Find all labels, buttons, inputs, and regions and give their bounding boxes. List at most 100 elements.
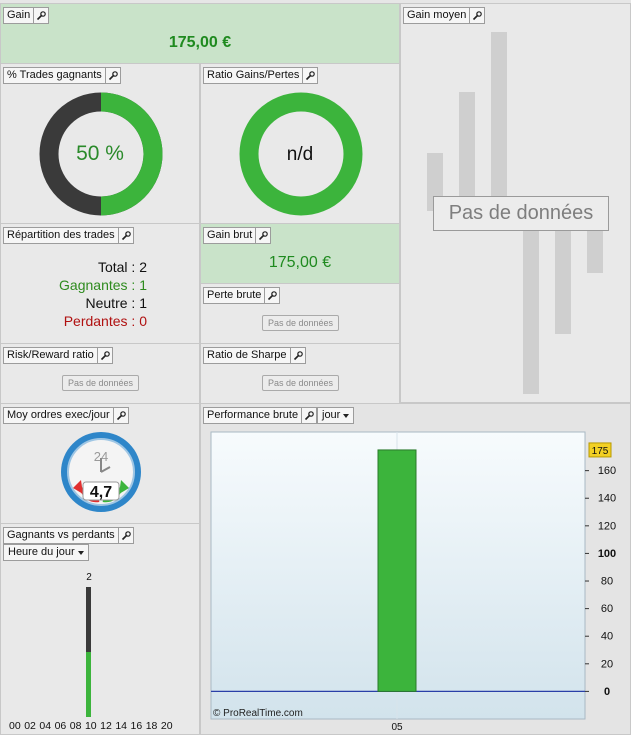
perdants-neutre-bar [86, 587, 91, 652]
perte-brute-nodata: Pas de données [262, 315, 340, 331]
ratio-value: n/d [286, 144, 314, 165]
y-tick-label: 40 [601, 631, 613, 643]
gagnants-vs-panel: Gagnants vs perdants Heure du jour 2 00 … [0, 523, 200, 735]
gain-title: Gain [3, 7, 50, 24]
clock-label: 24 [94, 449, 108, 464]
wrench-icon[interactable] [117, 228, 133, 243]
wrench-icon[interactable] [104, 68, 120, 83]
gain-moyen-title-label: Gain moyen [407, 9, 467, 21]
trades-gagnants-donut [39, 92, 163, 216]
y-tick-label: 100 [598, 548, 616, 560]
wrench-icon[interactable] [112, 408, 128, 423]
risk-reward-nodata: Pas de données [62, 375, 140, 391]
gagnants-vs-title: Gagnants vs perdants [3, 527, 134, 544]
perf-chart: 0 20 40 60 80 100 120 140 160 175 05 © ProRealTim… [210, 431, 616, 733]
y-tick-label: 60 [601, 603, 613, 615]
gain-moyen-placeholder-bars [427, 32, 603, 394]
gagnants-vs-bar-label: 2 [86, 572, 92, 583]
repartition-line-neutre: Neutre : 1 [85, 295, 148, 311]
hour-label: 20 [160, 720, 173, 732]
perte-brute-title: Perte brute [203, 287, 281, 304]
x-tick-label: 05 [391, 722, 403, 733]
repartition-neutre-label: Neutre [85, 295, 128, 311]
y-tick-label: 160 [598, 465, 616, 477]
sharpe-title: Ratio de Sharpe [203, 347, 306, 364]
moy-ordres-title-label: Moy ordres exec/jour [7, 409, 110, 421]
last-value-badge [588, 442, 612, 458]
win-arc [100, 92, 163, 216]
sharpe-panel: Ratio de Sharpe Pas de données [200, 343, 400, 404]
risk-reward-panel: Risk/Reward ratio Pas de données [0, 343, 200, 404]
hour-label: 16 [130, 720, 143, 732]
risk-reward-title-label: Risk/Reward ratio [7, 349, 94, 361]
last-value-label: 175 [592, 446, 609, 457]
repartition-title: Répartition des trades [3, 227, 134, 244]
y-tick-label: 120 [598, 520, 616, 532]
perte-brute-panel: Perte brute Pas de données [200, 283, 400, 344]
hour-label: 04 [39, 720, 52, 732]
trades-gagnants-title-label: % Trades gagnants [7, 69, 102, 81]
wrench-icon[interactable] [302, 68, 317, 83]
trades-gagnants-title: % Trades gagnants [3, 67, 121, 84]
trades-gagnants-value: 50 % [76, 142, 124, 165]
repartition-total-label: Total [97, 259, 128, 275]
gagnants-vs-title-label: Gagnants vs perdants [7, 529, 115, 541]
hour-label: 00 [9, 720, 21, 732]
repartition-line-total: Total : 2 [97, 259, 147, 275]
periode-dropdown[interactable]: jour [317, 407, 355, 424]
gain-brut-title: Gain brut [203, 227, 272, 244]
perf-title: Performance brute [203, 407, 318, 424]
repartition-total-value: 2 [139, 259, 147, 275]
repartition-line-perdantes: Perdantes : 0 [63, 313, 147, 329]
moy-ordres-value: 4,7 [89, 484, 113, 501]
sharpe-title-label: Ratio de Sharpe [207, 349, 287, 361]
gain-moyen-nodata: Pas de données [433, 196, 609, 231]
gain-value: 175,00 € [168, 34, 232, 51]
ratio-title-label: Ratio Gains/Pertes [207, 69, 300, 81]
hour-label: 08 [69, 720, 82, 732]
risk-reward-title: Risk/Reward ratio [3, 347, 113, 364]
gain-title-label: Gain [7, 9, 31, 21]
repartition-panel: Répartition des trades Total : 2 Gagnant… [0, 223, 200, 344]
hour-label: 06 [54, 720, 67, 732]
y-tick-label: 0 [604, 686, 610, 698]
repartition-line-gagnantes: Gagnantes : 1 [59, 277, 147, 293]
ratio-panel: Ratio Gains/Pertes n/d [200, 63, 400, 224]
clock-icon: 24 [61, 432, 141, 512]
wrench-icon[interactable] [264, 288, 279, 303]
gain-brut-value: 175,00 € [268, 254, 332, 271]
repartition-gagnantes-label: Gagnantes [59, 277, 128, 293]
repartition-perdantes-label: Perdantes [63, 313, 128, 329]
gain-brut-panel: Gain brut 175,00 € [200, 223, 400, 284]
repartition-perdantes-value: 0 [139, 313, 147, 329]
wrench-icon[interactable] [33, 8, 48, 23]
gain-panel: Gain 175,00 € [0, 3, 400, 64]
gain-moyen-title: Gain moyen [403, 7, 486, 24]
wrench-icon[interactable] [289, 348, 305, 363]
periode-label: jour [322, 409, 341, 421]
gain-brut-title-label: Gain brut [207, 229, 253, 241]
caret-down-icon [343, 413, 350, 418]
caret-down-icon [77, 550, 84, 555]
perte-brute-title-label: Perte brute [207, 289, 262, 301]
wrench-icon[interactable] [117, 528, 133, 543]
hour-label: 14 [115, 720, 127, 732]
ratio-donut [239, 92, 363, 216]
heure-du-jour-label: Heure du jour [8, 546, 75, 558]
repartition-gagnantes-value: 1 [139, 277, 147, 293]
repartition-title-label: Répartition des trades [7, 229, 115, 241]
gagnants-bar [86, 652, 91, 717]
heure-du-jour-dropdown[interactable]: Heure du jour [3, 544, 89, 561]
wrench-icon[interactable] [469, 8, 484, 23]
hour-label: 02 [24, 720, 36, 732]
moy-ordres-title: Moy ordres exec/jour [3, 407, 129, 424]
wrench-icon[interactable] [255, 228, 270, 243]
trades-gagnants-panel: % Trades gagnants 50 % [0, 63, 200, 224]
perf-title-label: Performance brute [207, 409, 299, 421]
moy-ordres-panel: Moy ordres exec/jour 24 4,7 [0, 403, 200, 524]
wrench-icon[interactable] [96, 348, 112, 363]
wrench-icon[interactable] [301, 408, 316, 423]
perf-panel: Performance brute jour 0 20 40 60 80 100 120 14… [200, 403, 631, 735]
y-tick-label: 80 [601, 576, 613, 588]
gain-moyen-panel: Gain moyen Pas de données [400, 3, 631, 403]
